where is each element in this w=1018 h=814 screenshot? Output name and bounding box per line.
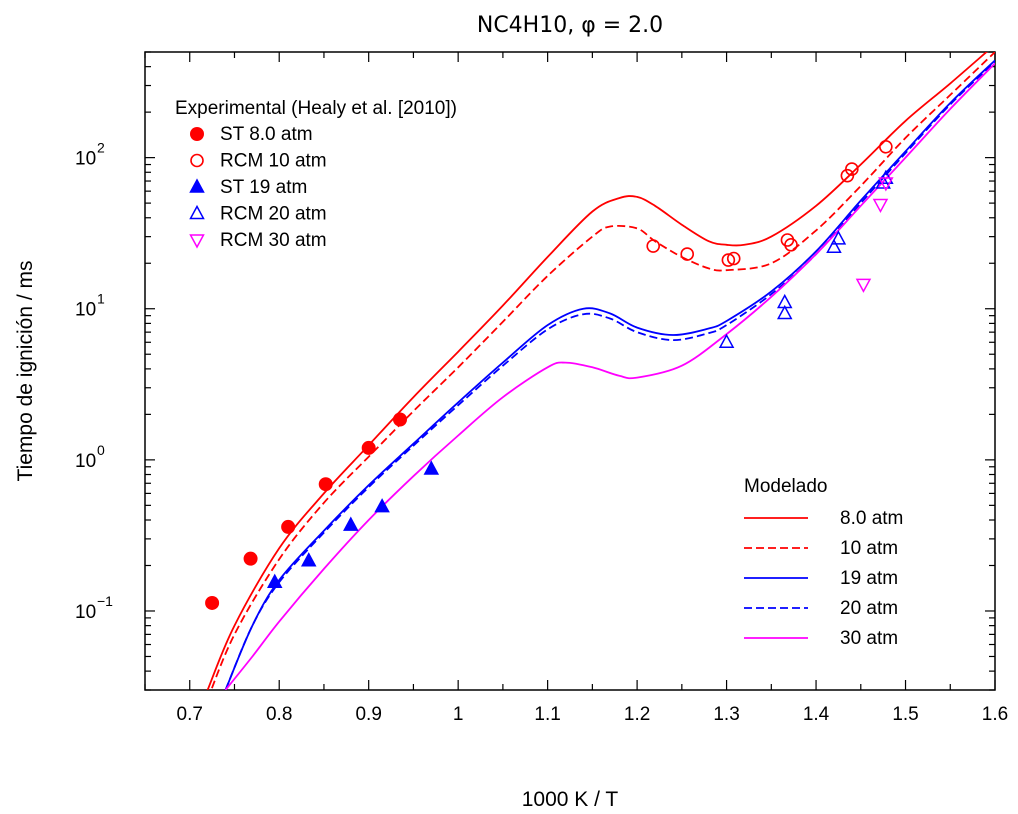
legend-experimental-label: ST 19 atm [220,177,307,198]
legend-marker-0 [190,127,204,141]
data-point-2 [343,516,359,531]
legend-experimental-label: RCM 30 atm [220,230,327,251]
legend-experimental-label: RCM 20 atm [220,204,327,225]
data-point-0 [281,519,296,534]
y-tick-label: 10 [75,300,96,321]
x-tick-label: 0.8 [266,704,292,725]
y-axis-label: Tiempo de ignición / ms [14,261,37,482]
x-tick-labels: 0.7 0.8 0.9 1 1.1 1.2 1.3 1.4 1.5 1.6 [177,704,1009,725]
legend-marker-3 [189,204,205,220]
x-tick-label: 1.5 [892,704,918,725]
model-curve-2 [224,59,995,690]
legend-experimental: Experimental (Healy et al. [2010]) ST 8.… [175,98,457,251]
data-point-3 [718,333,735,349]
data-point-1 [845,162,859,176]
data-point-4 [878,177,894,192]
x-tick-label: 1.2 [624,704,650,725]
y-tick-label: 10 [75,149,96,170]
model-curve-4 [224,62,995,690]
data-point-3 [830,230,847,245]
x-tick-label: 0.9 [355,704,381,725]
x-tick-label: 1 [453,704,464,725]
legend-marker-1 [190,153,204,168]
model-curve-0 [206,52,988,690]
legend-model-label: 20 atm [840,598,898,619]
data-point-2 [266,573,283,588]
data-point-1 [721,253,736,267]
data-point-0 [393,412,407,427]
y-tick-exponent: 2 [97,140,105,156]
data-point-0 [318,477,333,492]
y-tick-label: 10 [75,451,96,472]
data-point-0 [243,551,258,566]
legend-experimental-label: ST 8.0 atm [220,124,313,145]
legend-experimental-label: RCM 10 atm [220,151,327,172]
data-point-1 [680,247,695,261]
plot-frame [144,51,996,691]
x-tick-label: 0.7 [177,704,203,725]
x-tick-label: 1.1 [534,704,560,725]
legend-model: Modelado 8.0 atm 10 atm 19 atm 20 atm 30 atm [744,476,903,649]
data-point-3 [776,304,793,320]
data-point-2 [423,460,440,475]
y-tick-label: 10 [75,602,96,623]
data-point-1 [646,239,661,253]
legend-model-label: 30 atm [840,628,898,649]
data-point-0 [205,595,220,610]
experimental-markers [205,139,894,610]
data-point-1 [784,237,798,252]
data-point-1 [879,139,893,154]
x-tick-label: 1.6 [982,704,1008,725]
y-tick-exponent: 0 [97,442,105,458]
legend-model-label: 19 atm [840,568,898,589]
legend-model-label: 8.0 atm [840,508,903,529]
data-point-3 [776,293,793,309]
legend-marker-2 [189,178,205,193]
data-point-4 [872,198,889,214]
data-point-2 [300,552,317,567]
model-curve-3 [224,61,995,690]
legend-model-label: 10 atm [840,538,898,559]
data-point-0 [361,440,376,455]
legend-marker-4 [189,234,205,249]
data-point-4 [855,278,872,293]
x-tick-label: 1.4 [803,704,830,725]
y-tick-exponent: 1 [97,291,105,307]
y-tick-exponent: −1 [97,593,113,609]
chart-title: NC4H10, φ = 2.0 [477,13,663,38]
x-axis-label: 1000 K / T [522,788,619,811]
data-point-3 [826,238,842,254]
data-point-1 [726,251,741,266]
legend-experimental-title: Experimental (Healy et al. [2010]) [175,98,457,119]
axis-ticks [144,51,996,691]
x-tick-label: 1.3 [713,704,739,725]
data-point-2 [374,498,390,513]
legend-model-title: Modelado [744,476,827,497]
model-curves [206,52,995,690]
